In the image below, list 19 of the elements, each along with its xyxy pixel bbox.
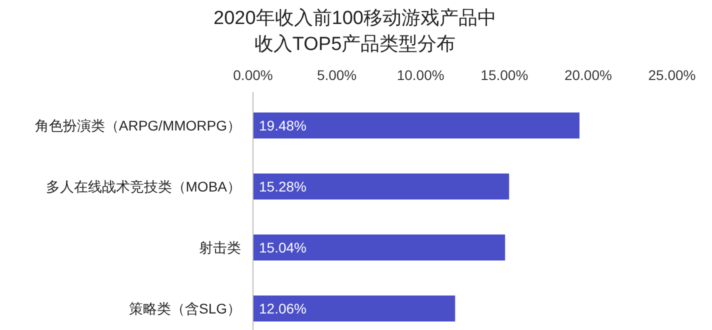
data-label: 12.06% xyxy=(259,300,306,316)
bar xyxy=(253,234,506,260)
data-label: 15.28% xyxy=(259,178,306,194)
y-tick-label: 角色扮演类（ARPG/MMORPG） xyxy=(34,118,241,134)
x-tick-label: 0.00% xyxy=(233,67,273,83)
bar xyxy=(253,174,510,200)
y-tick-label: 策略类（含SLG） xyxy=(128,300,241,316)
bar xyxy=(253,112,580,138)
x-tick-label: 15.00% xyxy=(480,67,528,83)
data-label: 15.04% xyxy=(259,240,306,256)
x-tick-label: 20.00% xyxy=(564,67,612,83)
y-tick-label: 射击类 xyxy=(199,240,241,256)
bar xyxy=(253,296,456,322)
data-label: 19.48% xyxy=(259,118,306,134)
y-tick-label: 多人在线战术竞技类（MOBA） xyxy=(46,178,241,194)
x-tick-label: 25.00% xyxy=(648,67,696,83)
x-tick-label: 5.00% xyxy=(316,67,357,83)
x-tick-label: 10.00% xyxy=(396,67,444,83)
chart-title: 2020年收入前100移动游戏产品中收入TOP5产品类型分布 xyxy=(214,8,496,55)
